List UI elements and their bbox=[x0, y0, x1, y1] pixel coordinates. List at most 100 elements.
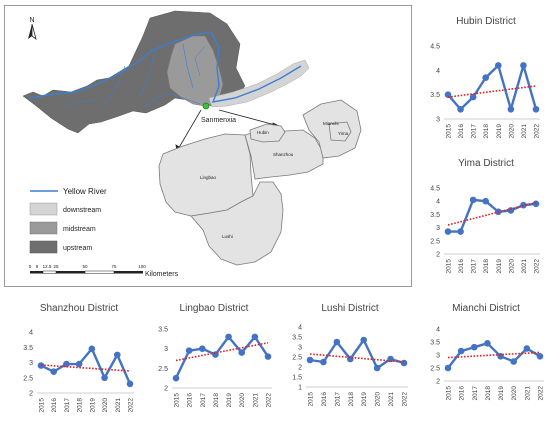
scale-bar: 0 6 12.5 25 50 75 100 Kilometers bbox=[29, 264, 179, 278]
district-label-mianchi: Mianchi bbox=[323, 121, 339, 126]
chart-title-hubin: Hubin District bbox=[456, 16, 516, 27]
district-area-hubin bbox=[249, 123, 286, 143]
chart-svg-yima: 2 2.5 3 3.5 4 4.5 2015 2016 2017 2018 2019 2020 2021… bbox=[430, 186, 541, 274]
district-label-shanzhou: Shanzhou bbox=[273, 152, 294, 157]
ytick-label: 3 bbox=[436, 353, 440, 360]
scale-tick-12-5: 12.5 bbox=[43, 264, 52, 269]
chart-title-lushi: Lushi District bbox=[321, 303, 379, 314]
xtick-label: 2022 bbox=[534, 259, 541, 274]
river-network bbox=[29, 31, 302, 107]
ytick-label: 4 bbox=[29, 330, 33, 337]
trend-line bbox=[447, 85, 537, 98]
ytick-label: 3 bbox=[436, 117, 440, 124]
xtick-label: 2017 bbox=[471, 259, 478, 274]
chart-yima: Yima District 2 2.5 3 3.5 4 4.5 2015 2016 2017 20… bbox=[428, 156, 544, 280]
data-point bbox=[484, 340, 491, 347]
chart-hubin: Hubin District 3 3.5 4 4.5 2015 2016 2017 2018 2… bbox=[428, 14, 544, 152]
trend-line bbox=[447, 351, 541, 359]
chart-lingbao: Lingbao District 2 2.5 3 3.5 2015 2016 2017 201… bbox=[152, 298, 276, 422]
data-point bbox=[497, 353, 504, 360]
data-point bbox=[264, 353, 272, 360]
data-point bbox=[63, 360, 70, 368]
ytick-label: 3.5 bbox=[430, 212, 440, 219]
xtick-label: 2020 bbox=[239, 393, 246, 408]
ytick-label: 3 bbox=[29, 360, 33, 367]
district-inset bbox=[158, 99, 362, 266]
scale-tick-0: 0 bbox=[29, 264, 32, 269]
ytick-label: 2.5 bbox=[158, 366, 168, 373]
data-point bbox=[457, 105, 464, 113]
xtick-label: 2015 bbox=[174, 393, 181, 408]
legend-midstream-swatch bbox=[29, 221, 58, 235]
chart-svg-hubin: 3 3.5 4 4.5 2015 2016 2017 2018 2019 2020 2021 2022 bbox=[430, 44, 541, 139]
data-point bbox=[238, 349, 246, 356]
xtick-label: 2022 bbox=[128, 398, 135, 413]
ytick-label: 2.5 bbox=[430, 366, 440, 373]
north-arrow-icon bbox=[28, 23, 37, 41]
ytick-label: 2.5 bbox=[292, 355, 302, 362]
xtick-label: 2021 bbox=[115, 398, 122, 413]
legend-upstream-swatch bbox=[29, 240, 58, 254]
chart-title-yima: Yima District bbox=[458, 158, 514, 169]
xtick-label: 2021 bbox=[521, 124, 528, 139]
ytick-label: 1.5 bbox=[292, 375, 302, 382]
ytick-label: 2 bbox=[164, 386, 168, 393]
ytick-label: 4 bbox=[436, 327, 440, 334]
xtick-label: 2016 bbox=[458, 124, 465, 139]
sanmenxia-marker bbox=[202, 102, 210, 110]
district-label-lushi: Lushi bbox=[222, 234, 233, 239]
scale-tick-6: 6 bbox=[36, 264, 39, 269]
xtick-label: 2018 bbox=[77, 398, 84, 413]
xtick-label: 2015 bbox=[446, 259, 453, 274]
scale-unit: Kilometers bbox=[145, 271, 179, 278]
district-area-lushi bbox=[190, 181, 284, 266]
ytick-label: 3 bbox=[298, 345, 302, 352]
chart-svg-lingbao: 2 2.5 3 3.5 2015 2016 2017 2018 2019 2020 2021 2022 bbox=[158, 327, 273, 408]
xtick-label: 2022 bbox=[266, 393, 273, 408]
xtick-label: 2017 bbox=[200, 393, 207, 408]
ytick-label: 3.5 bbox=[430, 340, 440, 347]
xtick-label: 2015 bbox=[446, 124, 453, 139]
data-point bbox=[457, 228, 464, 235]
xtick-label: 2019 bbox=[496, 259, 503, 274]
data-point bbox=[444, 228, 452, 235]
district-label-yima: Yima bbox=[338, 131, 349, 136]
data-point bbox=[469, 196, 477, 204]
xtick-label: 2018 bbox=[213, 393, 220, 408]
ytick-label: 2.5 bbox=[23, 375, 33, 382]
scale-tick-100: 100 bbox=[138, 264, 146, 269]
legend-upstream-label: upstream bbox=[63, 245, 92, 252]
chart-title-shanzhou: Shanzhou District bbox=[39, 303, 119, 314]
ytick-label: 3.5 bbox=[158, 327, 168, 334]
xtick-label: 2019 bbox=[498, 386, 505, 401]
data-point bbox=[507, 105, 515, 113]
data-point bbox=[507, 207, 515, 214]
data-point bbox=[444, 364, 452, 372]
scale-tick-25: 25 bbox=[53, 264, 59, 269]
scale-tick-75: 75 bbox=[111, 264, 117, 269]
ytick-label: 4 bbox=[436, 199, 440, 206]
data-point bbox=[482, 74, 490, 81]
ytick-label: 3.5 bbox=[430, 92, 440, 99]
data-point bbox=[185, 347, 193, 354]
district-label-hubin: Hubin bbox=[257, 130, 269, 135]
data-point bbox=[225, 333, 232, 341]
xtick-label: 2017 bbox=[334, 392, 341, 407]
xtick-label: 2021 bbox=[388, 392, 395, 407]
xtick-label: 2016 bbox=[321, 392, 328, 407]
data-point bbox=[444, 91, 452, 98]
ytick-label: 2 bbox=[436, 379, 440, 386]
xtick-label: 2019 bbox=[361, 392, 368, 407]
chart-title-mianchi: Mianchi District bbox=[452, 303, 520, 314]
xtick-label: 2017 bbox=[472, 386, 479, 401]
xtick-label: 2022 bbox=[534, 124, 541, 139]
data-point bbox=[113, 351, 121, 359]
ytick-label: 4 bbox=[298, 325, 302, 332]
data-point bbox=[306, 356, 314, 364]
chart-mianchi: Mianchi District 2 2.5 3 3.5 4 2015 2016 2017 20… bbox=[424, 298, 548, 422]
data-point bbox=[373, 364, 381, 372]
chart-title-lingbao: Lingbao District bbox=[179, 303, 249, 314]
xtick-label: 2016 bbox=[458, 259, 465, 274]
xtick-label: 2020 bbox=[102, 398, 109, 413]
xtick-label: 2015 bbox=[446, 386, 453, 401]
